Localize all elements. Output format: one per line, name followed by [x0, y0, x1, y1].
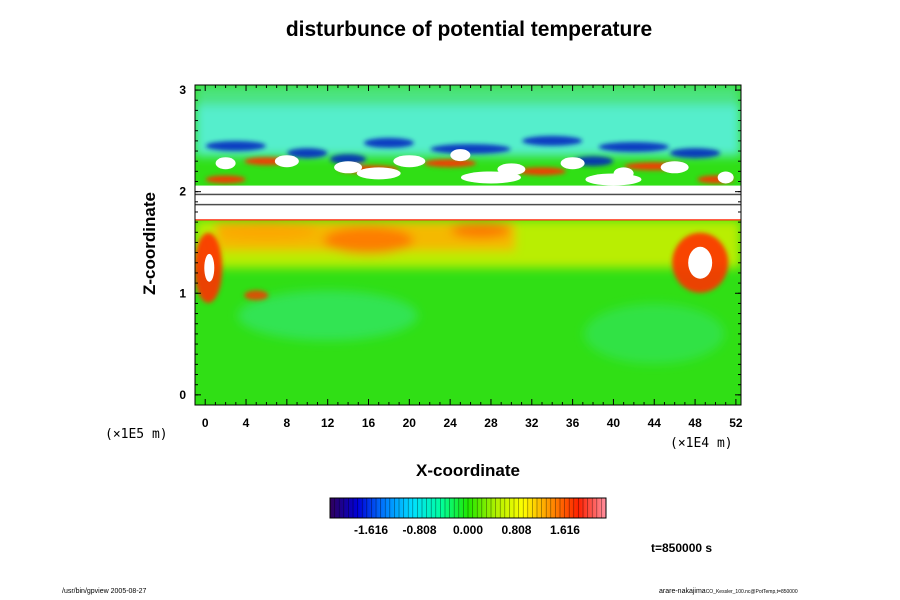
x-tick-label: 44: [648, 416, 662, 430]
x-tick-label: 24: [443, 416, 457, 430]
plot-frame: [194, 84, 742, 406]
band-line: [195, 193, 741, 196]
x-tick-label: 52: [729, 416, 743, 430]
x-tick-label: 8: [284, 416, 291, 430]
cold-streak: [670, 148, 721, 159]
warm-blob: [450, 222, 511, 239]
cold-streak: [287, 148, 328, 159]
cold-streak: [430, 144, 511, 154]
colorbar-tick-label: 0.000: [453, 523, 483, 537]
x-tick-label: 40: [607, 416, 621, 430]
x-tick-label: 16: [362, 416, 376, 430]
y-tick-label: 3: [179, 83, 186, 97]
top-green-band: [195, 85, 741, 106]
cold-streak: [330, 154, 367, 165]
colorbar-tick-label: -1.616: [354, 523, 388, 537]
y-axis-title: Z-coordinate: [140, 192, 159, 295]
cool-patch: [584, 303, 725, 364]
saturated-blob: [393, 155, 426, 168]
colorbar-tick-label: 1.616: [550, 523, 580, 537]
y-axis-ticks: 0 1 2 3: [179, 83, 741, 402]
footer-left: /usr/bin/gpview 2005-08-27: [62, 588, 147, 595]
small-plume: [244, 290, 269, 301]
saturated-blob: [688, 246, 713, 279]
heatmap-field: [195, 85, 741, 405]
x-tick-label: 28: [484, 416, 498, 430]
footer-right: arare-nakajimaCO_Kessler_100.nc@PotTemp,…: [659, 588, 798, 595]
band-line: [195, 219, 741, 221]
cold-streak: [522, 135, 583, 146]
x-tick-label: 0: [202, 416, 209, 430]
saturated-band: [195, 185, 741, 221]
time-label: t=850000 s: [651, 541, 713, 555]
saturated-blob: [334, 161, 363, 174]
saturated-blob: [274, 155, 299, 168]
x-axis-ticks: 0 4 8 12 16 20 24 28 32 36 40 44 48 52: [202, 85, 743, 430]
cold-streak: [363, 137, 414, 148]
y-tick-label: 0: [179, 388, 186, 402]
y-tick-label: 2: [179, 185, 186, 199]
x-tick-label: 12: [321, 416, 335, 430]
x-tick-label: 36: [566, 416, 580, 430]
saturated-blob: [717, 171, 734, 184]
cold-streak: [598, 141, 669, 152]
warm-blob: [216, 221, 317, 240]
saturated-blob: [215, 157, 236, 170]
saturated-regions: [195, 149, 741, 282]
cold-streak: [205, 140, 266, 151]
colorbar: -1.616 -0.808 0.000 0.808 1.616: [329, 497, 607, 537]
cool-patch: [237, 290, 418, 341]
saturated-blob: [450, 149, 471, 162]
y-scale-label: (×1E5 m): [105, 427, 168, 442]
x-axis-title: X-coordinate: [416, 461, 520, 480]
colorbar-tick-label: -0.808: [403, 523, 437, 537]
hot-streak: [424, 159, 477, 168]
saturated-blob: [356, 167, 401, 180]
x-tick-label: 48: [688, 416, 702, 430]
hot-streak: [205, 175, 246, 184]
footer-right-main: arare-nakajima: [659, 588, 706, 595]
x-scale-label: (×1E4 m): [670, 436, 733, 451]
x-tick-label: 32: [525, 416, 539, 430]
saturated-blob: [660, 161, 689, 174]
saturated-blob: [460, 171, 521, 184]
hot-streak: [517, 167, 566, 176]
x-tick-label: 4: [243, 416, 250, 430]
y-tick-label: 1: [179, 286, 186, 300]
chart-title: disturbunce of potential temperature: [285, 18, 653, 41]
saturated-blob: [560, 157, 585, 170]
colorbar-tick-label: 0.808: [501, 523, 531, 537]
x-tick-label: 20: [403, 416, 417, 430]
band-line: [195, 203, 741, 206]
footer-right-small: CO_Kessler_100.nc@PotTemp,t=850000: [705, 589, 798, 595]
saturated-blob: [204, 253, 215, 282]
warm-blob: [323, 226, 414, 255]
saturated-blob: [585, 173, 642, 186]
field-soft-layer: [195, 85, 741, 364]
